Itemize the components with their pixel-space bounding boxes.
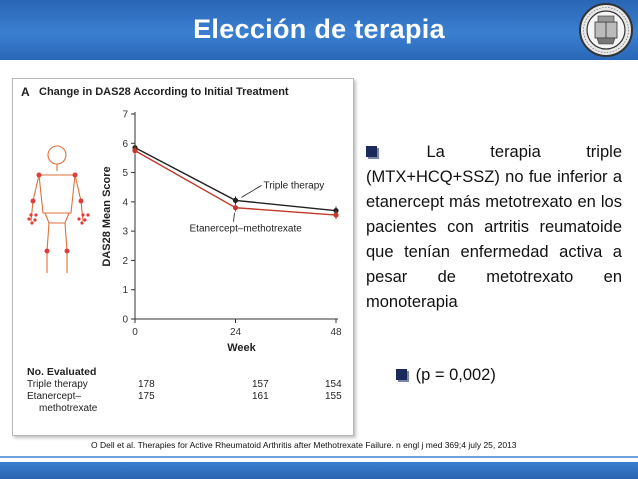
footer-divider	[0, 456, 638, 458]
data-point	[132, 148, 138, 154]
number-evaluated-table: No. Evaluated Triple therapy 178 157 154…	[27, 366, 347, 415]
row-label: Triple therapy	[27, 379, 88, 390]
y-tick-label: 1	[122, 285, 128, 296]
y-tick-label: 2	[122, 256, 128, 267]
table-row: Triple therapy 178 157 154	[27, 379, 347, 391]
series-label-triple: Triple therapy	[264, 180, 325, 191]
main-bullet-paragraph: La terapia triple (MTX+HCQ+SSZ) no fue i…	[366, 140, 622, 315]
das28-line-chart: 0 1 2 3 4 5 6 7 0 24 48 Week DAS28 Mean Score Triple …	[101, 110, 342, 355]
row-label-continued: methotrexate	[39, 403, 98, 414]
table-cell: 154	[325, 379, 342, 390]
y-tick-label: 7	[122, 110, 128, 121]
table-cell: 155	[325, 391, 342, 402]
x-tick-label: 0	[132, 327, 138, 338]
panel-title: Change in DAS28 According to Initial Tre…	[39, 86, 289, 98]
data-point	[232, 197, 239, 203]
main-bullet-text: La terapia triple (MTX+HCQ+SSZ) no fue i…	[366, 143, 622, 311]
series-label-etanercept: Etanercept–methotrexate	[190, 224, 303, 235]
table-row: methotrexate	[27, 403, 347, 415]
table-cell: 161	[252, 391, 269, 402]
number-evaluated-title: No. Evaluated	[27, 366, 97, 378]
series-label-leader	[233, 212, 235, 222]
university-seal-icon	[579, 3, 633, 57]
table-row: Etanercept– 175 161 155	[27, 391, 347, 403]
footer-bar	[0, 462, 638, 479]
table-cell: 157	[252, 379, 269, 390]
citation: O Dell et al. Therapies for Active Rheum…	[91, 440, 517, 450]
row-label: Etanercept–	[27, 391, 81, 402]
square-bullet-icon	[366, 146, 377, 157]
y-axis-label: DAS28 Mean Score	[101, 166, 113, 266]
table-cell: 175	[138, 391, 155, 402]
square-bullet-icon	[396, 369, 407, 380]
y-tick-label: 0	[122, 315, 128, 326]
x-axis-label: Week	[227, 342, 256, 354]
p-value-bullet: (p = 0,002)	[396, 366, 496, 385]
y-tick-label: 5	[122, 168, 128, 179]
slide-header: Elección de terapia	[0, 0, 638, 60]
slide-title: Elección de terapia	[193, 14, 445, 44]
x-tick-label: 48	[330, 327, 342, 338]
study-figure: A Change in DAS28 According to Initial T…	[12, 78, 354, 436]
data-point	[232, 205, 239, 211]
p-value-text: (p = 0,002)	[415, 366, 496, 384]
data-point	[333, 212, 339, 218]
data-point	[333, 208, 339, 214]
table-cell: 178	[138, 379, 155, 390]
x-tick-label: 24	[230, 327, 242, 338]
panel-letter: A	[21, 85, 30, 99]
series-label-leader	[241, 185, 262, 198]
y-tick-label: 6	[122, 139, 128, 150]
y-tick-label: 4	[122, 197, 128, 208]
joint-skeleton-figure-icon	[27, 145, 90, 273]
y-tick-label: 3	[122, 227, 128, 238]
